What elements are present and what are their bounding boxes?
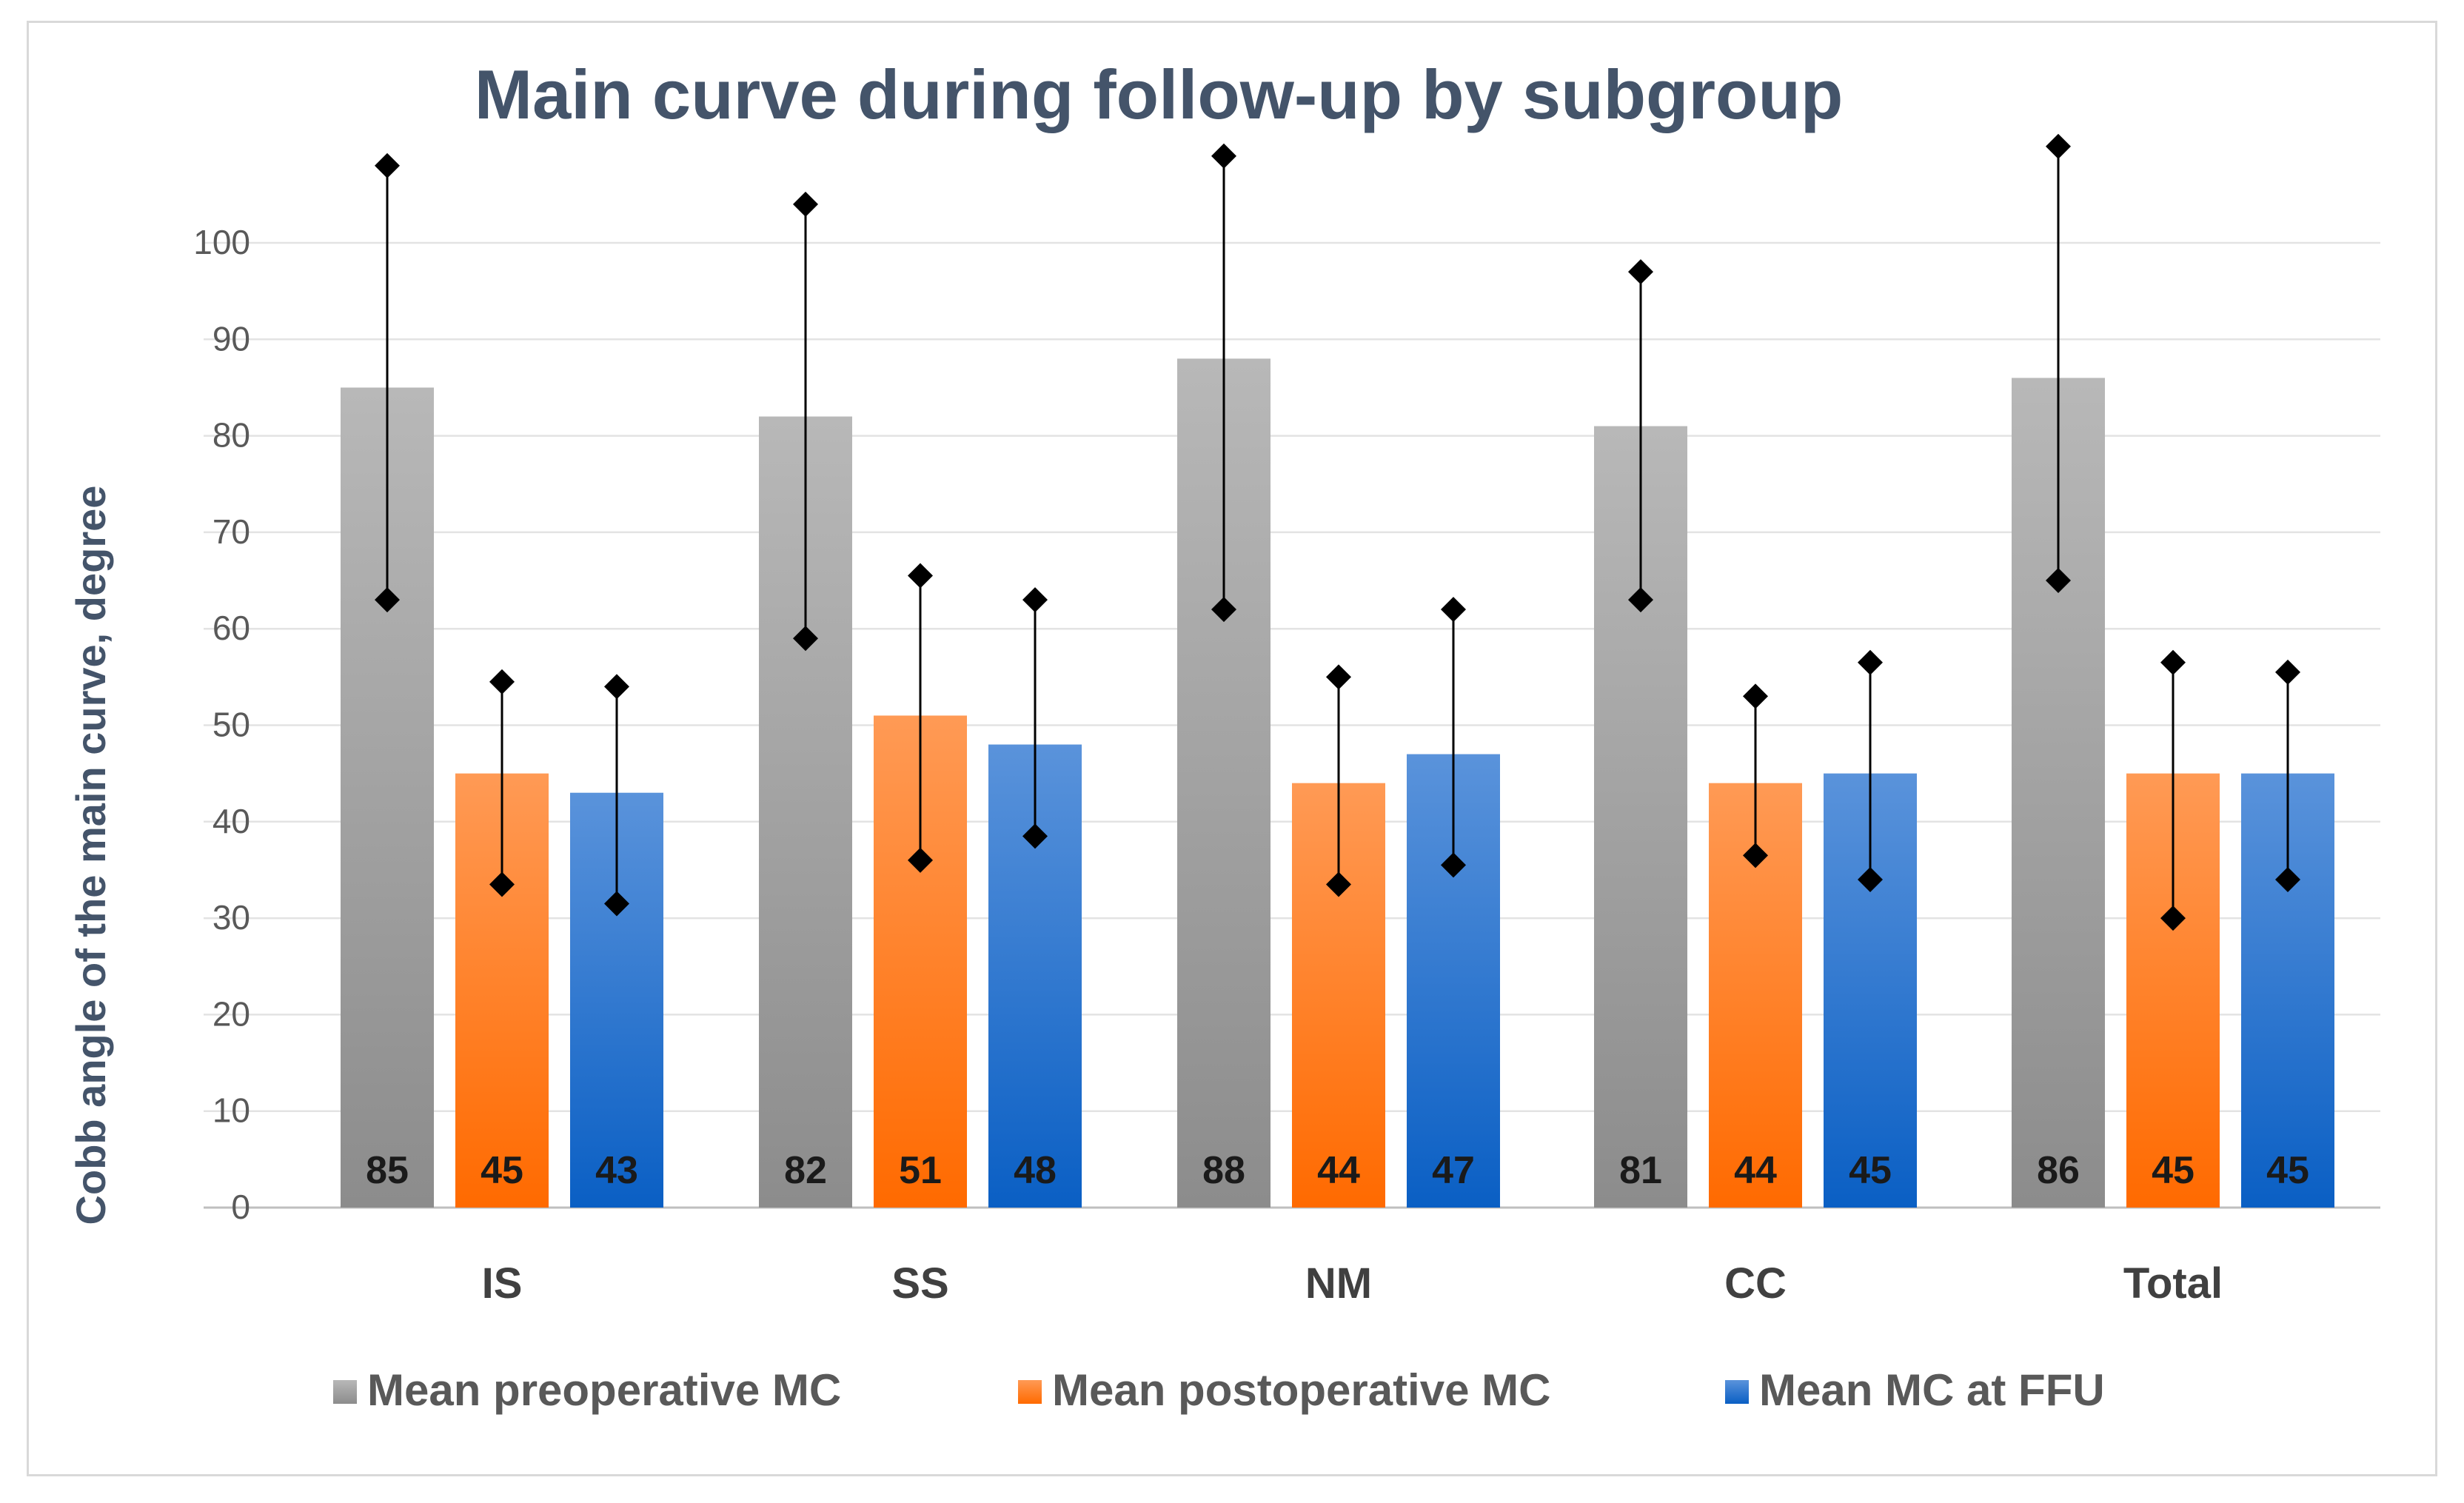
y-tick-label: 40 — [212, 802, 250, 840]
y-tick-label: 80 — [212, 416, 250, 455]
error-cap-marker — [375, 587, 400, 613]
data-label: 82 — [784, 1149, 827, 1192]
data-label: 45 — [2152, 1149, 2194, 1192]
error-cap-marker — [604, 674, 629, 700]
error-bar-layer — [375, 133, 2300, 931]
error-cap-marker — [1441, 852, 1466, 878]
y-tick-labels: 0 10 20 30 40 50 60 70 80 90 100 — [193, 223, 250, 1226]
data-label: 86 — [2037, 1149, 2080, 1192]
error-cap-marker — [2275, 866, 2300, 892]
data-label: 51 — [899, 1149, 942, 1192]
y-tick-label: 10 — [212, 1091, 250, 1130]
data-label: 81 — [1619, 1149, 1662, 1192]
category-label: NM — [1305, 1259, 1372, 1308]
error-cap-marker — [1858, 866, 1883, 892]
y-tick-label: 70 — [212, 512, 250, 551]
chart-title: Main curve during follow-up by subgroup — [475, 56, 1844, 133]
error-cap-marker — [1326, 664, 1351, 690]
error-cap-marker — [2046, 568, 2071, 594]
data-label: 47 — [1432, 1149, 1475, 1192]
category-label: Total — [2123, 1259, 2223, 1308]
error-cap-marker — [793, 626, 818, 652]
y-tick-label: 30 — [212, 898, 250, 937]
error-cap-marker — [489, 871, 515, 897]
data-label: 45 — [481, 1149, 523, 1192]
error-cap-marker — [1022, 823, 1048, 849]
error-cap-marker — [2160, 906, 2186, 931]
category-labels: IS SS NM CC Total — [482, 1259, 2223, 1308]
data-label: 44 — [1317, 1149, 1360, 1192]
error-cap-marker — [2160, 649, 2186, 675]
error-cap-marker — [1628, 259, 1653, 285]
legend-label: Mean postoperative MC — [1052, 1365, 1550, 1415]
error-cap-marker — [1022, 587, 1048, 613]
error-cap-marker — [1743, 843, 1768, 868]
legend-swatch — [1725, 1380, 1749, 1404]
error-cap-marker — [1441, 597, 1466, 623]
legend-label: Mean MC at FFU — [1759, 1365, 2105, 1415]
data-label: 45 — [1849, 1149, 1892, 1192]
category-label: CC — [1724, 1259, 1787, 1308]
category-label: SS — [891, 1259, 948, 1308]
legend: Mean preoperative MC Mean postoperative M… — [333, 1365, 2105, 1415]
error-cap-marker — [1743, 683, 1768, 709]
y-tick-label: 50 — [212, 706, 250, 744]
error-cap-marker — [1211, 143, 1236, 169]
data-label: 88 — [1202, 1149, 1245, 1192]
bar-layer — [341, 358, 2334, 1208]
y-axis-label: Cobb angle of the main curve, degree — [67, 486, 114, 1225]
data-label: 45 — [2266, 1149, 2309, 1192]
legend-label: Mean preoperative MC — [367, 1365, 841, 1415]
legend-swatch — [1018, 1380, 1042, 1404]
legend-swatch — [333, 1380, 357, 1404]
error-cap-marker — [908, 847, 933, 873]
error-cap-marker — [2275, 659, 2300, 685]
error-cap-marker — [908, 563, 933, 589]
error-cap-marker — [1628, 587, 1653, 613]
y-tick-label: 20 — [212, 994, 250, 1033]
data-label: 44 — [1734, 1149, 1777, 1192]
data-label: 48 — [1014, 1149, 1057, 1192]
error-cap-marker — [1326, 871, 1351, 897]
y-tick-label: 60 — [212, 609, 250, 647]
error-cap-marker — [375, 153, 400, 178]
error-cap-marker — [1211, 597, 1236, 623]
data-label-layer: 85 45 43 82 51 48 88 44 47 81 44 45 86 45 45 — [366, 1149, 2309, 1192]
y-tick-label: 90 — [212, 319, 250, 358]
y-tick-label: 0 — [231, 1188, 250, 1226]
data-label: 85 — [366, 1149, 409, 1192]
error-cap-marker — [489, 669, 515, 694]
error-cap-marker — [793, 191, 818, 217]
error-cap-marker — [2046, 133, 2071, 159]
y-tick-label: 100 — [193, 223, 250, 261]
error-cap-marker — [604, 891, 629, 917]
data-label: 43 — [595, 1149, 638, 1192]
error-cap-marker — [1858, 649, 1883, 675]
category-label: IS — [482, 1259, 523, 1308]
